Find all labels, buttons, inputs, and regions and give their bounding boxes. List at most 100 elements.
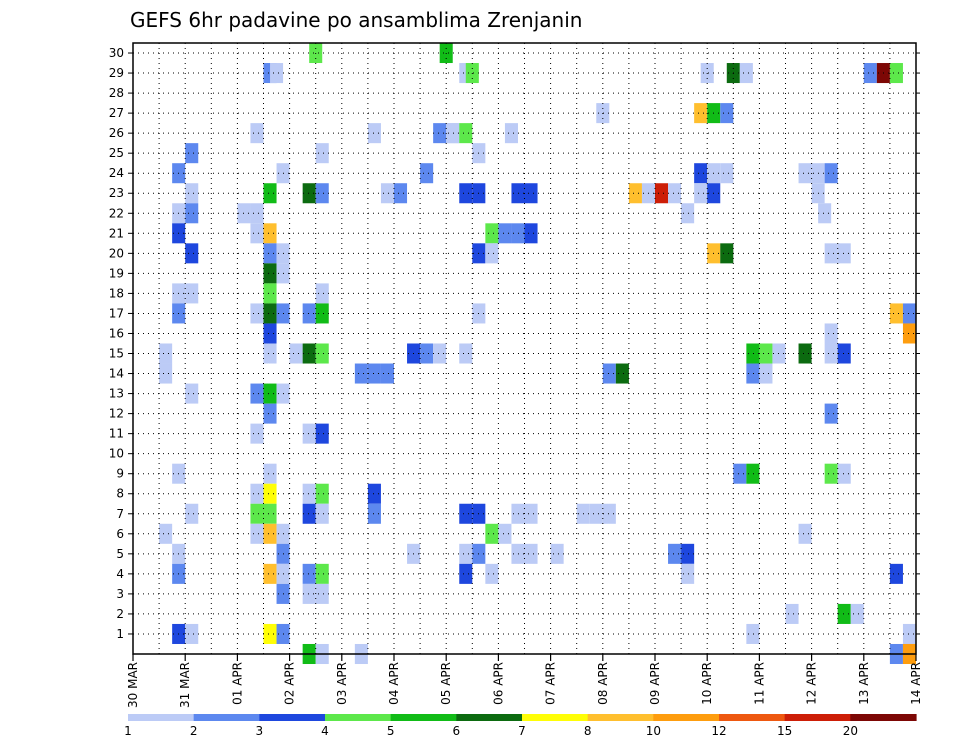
precip-cell — [367, 363, 381, 384]
colorbar-label: 8 — [584, 724, 592, 738]
x-tick-label: 11 APR — [752, 662, 766, 705]
y-tick-label: 24 — [109, 166, 124, 180]
gridlines — [132, 43, 917, 654]
y-tick-label: 5 — [116, 547, 124, 561]
x-tick-label: 12 APR — [805, 662, 819, 705]
precip-cell — [863, 63, 877, 84]
y-tick-label: 23 — [109, 186, 124, 200]
precip-cell — [746, 363, 760, 384]
precip-cell — [837, 463, 851, 484]
precip-cell — [159, 343, 173, 364]
y-tick-label: 17 — [109, 306, 124, 320]
colorbar-swatch — [850, 714, 917, 721]
colorbar-swatch — [653, 714, 720, 721]
precip-cell — [498, 523, 512, 544]
precip-cell — [785, 603, 799, 624]
x-axis-ticks: 30 MAR 31 MAR 01 APR 02 APR 03 APR 04 APR 05 A… — [126, 654, 923, 708]
x-tick-label: 05 APR — [439, 662, 453, 705]
x-tick-label: 07 APR — [544, 662, 558, 705]
precip-cell — [589, 503, 603, 524]
y-tick-label: 1 — [116, 627, 124, 641]
precip-cell — [380, 363, 394, 384]
precip-cell — [315, 483, 329, 504]
precip-cell — [185, 143, 199, 164]
precip-cell — [511, 543, 525, 564]
colorbar-label: 7 — [518, 724, 526, 738]
precip-cell — [889, 303, 903, 324]
precip-cell — [681, 203, 695, 224]
precip-cell — [263, 403, 277, 424]
colorbar-label: 10 — [646, 724, 661, 738]
precip-cell — [263, 323, 277, 344]
precip-cell — [504, 123, 518, 144]
colorbar-label: 5 — [387, 724, 395, 738]
precip-cell — [746, 623, 760, 644]
precip-cell — [485, 563, 499, 584]
precip-cell — [250, 483, 264, 504]
precip-cell — [498, 223, 512, 244]
y-tick-label: 2 — [116, 607, 124, 621]
precip-cell — [270, 63, 284, 84]
precip-cell — [263, 523, 277, 544]
y-tick-label: 4 — [116, 567, 124, 581]
y-tick-label: 21 — [109, 226, 124, 240]
y-tick-label: 25 — [109, 146, 124, 160]
y-tick-label: 27 — [109, 106, 124, 120]
precip-cell — [185, 383, 199, 404]
precip-cell — [302, 303, 316, 324]
y-tick-label: 3 — [116, 587, 124, 601]
y-tick-label: 6 — [116, 527, 124, 541]
x-tick-label: 03 APR — [335, 662, 349, 705]
precip-cell — [902, 323, 916, 344]
precip-cell — [263, 383, 277, 404]
precip-cell — [250, 423, 264, 444]
y-tick-label: 9 — [116, 467, 124, 481]
precip-cell — [824, 343, 838, 364]
x-tick-label: 14 APR — [909, 662, 923, 705]
colorbar-swatch — [456, 714, 523, 721]
precip-cell — [459, 503, 473, 524]
precip-cell — [315, 423, 329, 444]
precip-cell — [302, 583, 316, 604]
x-tick-label: 10 APR — [700, 662, 714, 705]
precip-cell — [824, 323, 838, 344]
y-tick-label: 11 — [109, 427, 124, 441]
y-tick-label: 30 — [109, 46, 124, 60]
precip-cell — [433, 123, 447, 144]
colorbar-swatch — [128, 714, 195, 721]
colorbar-swatch — [719, 714, 786, 721]
precip-cell — [824, 163, 838, 184]
colorbar-label: 4 — [321, 724, 329, 738]
precip-cell — [433, 343, 447, 364]
precip-cell — [263, 483, 277, 504]
precip-cell — [602, 363, 616, 384]
precip-cell — [185, 503, 199, 524]
precip-cell — [824, 403, 838, 424]
colorbar-label: 12 — [711, 724, 726, 738]
precip-cell — [459, 343, 473, 364]
x-tick-label: 04 APR — [387, 662, 401, 705]
precip-cell — [694, 163, 708, 184]
precip-cell — [485, 243, 499, 264]
colorbar-swatch — [587, 714, 654, 721]
precip-cell — [524, 223, 538, 244]
precip-cell — [302, 563, 316, 584]
precip-cell — [798, 523, 812, 544]
y-tick-label: 8 — [116, 487, 124, 501]
precip-cell — [837, 603, 851, 624]
precip-cell — [315, 183, 329, 204]
y-tick-label: 12 — [109, 407, 124, 421]
colorbar-swatch — [259, 714, 326, 721]
precip-cell — [837, 243, 851, 264]
precip-cell — [694, 183, 708, 204]
precip-cell — [250, 123, 264, 144]
precip-cell — [250, 503, 264, 524]
colorbar-label: 2 — [190, 724, 198, 738]
precip-cell — [615, 363, 629, 384]
precip-cell — [185, 623, 199, 644]
precip-cell — [850, 603, 864, 624]
colorbar-swatch — [193, 714, 260, 721]
precip-cell — [746, 463, 760, 484]
precip-cell — [759, 343, 773, 364]
precip-cell — [159, 523, 173, 544]
